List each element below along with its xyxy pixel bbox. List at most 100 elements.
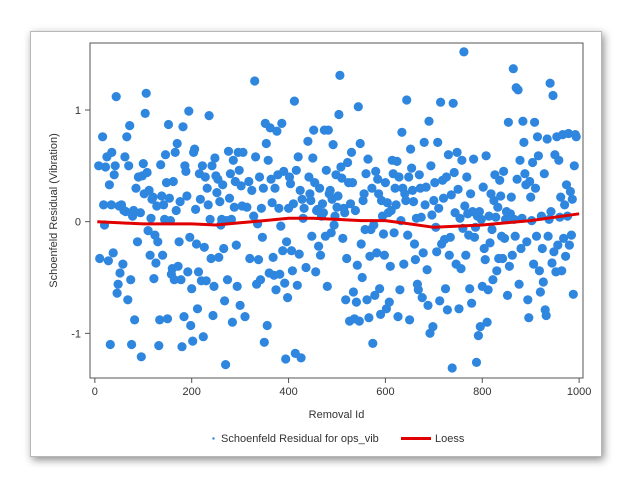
data-point: [131, 183, 141, 193]
data-point: [565, 186, 576, 197]
data-point: [308, 153, 318, 163]
data-point: [155, 315, 165, 325]
data-point: [503, 117, 513, 127]
data-point: [407, 185, 418, 195]
data-point: [240, 312, 250, 322]
legend: Schoenfeld Residual for ops_vib Loess: [212, 433, 465, 445]
data-point: [224, 193, 235, 203]
data-point: [419, 137, 429, 147]
data-point: [136, 352, 146, 362]
data-point: [554, 155, 564, 165]
data-point: [292, 280, 302, 290]
data-point: [143, 226, 153, 236]
data-point: [496, 191, 506, 201]
data-point: [325, 185, 335, 195]
data-point: [479, 243, 489, 254]
data-point: [405, 315, 415, 325]
data-point: [510, 231, 520, 241]
data-point: [301, 262, 311, 273]
data-point: [413, 285, 423, 295]
data-point: [306, 195, 316, 206]
data-point: [475, 322, 485, 332]
legend-label-residual: Schoenfeld Residual for ops_vib: [221, 433, 379, 445]
data-point: [421, 182, 431, 192]
data-point: [507, 250, 517, 260]
data-point: [206, 253, 216, 264]
data-point: [519, 137, 529, 147]
data-point: [249, 211, 259, 221]
data-point: [389, 228, 399, 238]
data-point: [321, 165, 331, 175]
data-point: [251, 152, 261, 162]
data-point: [404, 172, 414, 182]
data-point: [430, 178, 440, 188]
data-point: [151, 258, 161, 268]
data-point: [285, 179, 296, 189]
data-point: [566, 230, 577, 240]
chart-frame: 0 200 400 600 800 1000 -1 0 1 Removal Id Schoen…: [30, 31, 602, 457]
data-point: [183, 267, 193, 277]
data-point: [138, 159, 148, 169]
x-tick-label: 400: [279, 386, 297, 398]
data-point: [219, 243, 229, 254]
y-tick-label: 0: [75, 217, 81, 229]
data-point: [541, 310, 551, 321]
data-point: [502, 290, 513, 300]
data-point: [474, 207, 484, 217]
data-point: [530, 117, 540, 127]
data-point: [385, 261, 395, 271]
x-tick-label: 0: [92, 386, 98, 398]
data-point: [209, 281, 219, 291]
data-point: [449, 167, 459, 178]
data-point: [221, 360, 231, 370]
scatter-chart: 0 200 400 600 800 1000 -1 0 1 Removal Id Schoen…: [48, 42, 591, 445]
data-point: [318, 208, 328, 218]
data-point: [283, 293, 293, 303]
data-point: [529, 259, 539, 269]
data-point: [120, 152, 130, 162]
data-point: [371, 166, 381, 176]
data-point: [135, 208, 145, 218]
data-point: [108, 248, 118, 258]
data-point: [363, 154, 373, 164]
data-point: [268, 252, 278, 262]
data-point: [112, 288, 122, 298]
data-point: [489, 195, 499, 206]
data-point: [368, 338, 378, 348]
data-point: [323, 125, 333, 135]
data-point: [235, 300, 245, 310]
data-point: [457, 155, 467, 165]
data-point: [538, 277, 548, 287]
data-point: [435, 296, 445, 306]
data-point: [289, 96, 299, 106]
data-point: [226, 214, 236, 224]
data-point: [228, 155, 238, 165]
data-point: [359, 189, 369, 199]
data-point: [193, 267, 204, 277]
data-point: [333, 191, 343, 201]
data-point: [338, 233, 348, 243]
data-point: [354, 316, 364, 326]
data-point: [270, 183, 280, 193]
data-point: [531, 231, 542, 241]
data-point: [365, 251, 375, 261]
data-point: [547, 258, 557, 268]
data-point: [295, 185, 305, 195]
data-point: [571, 132, 581, 142]
data-point: [98, 132, 108, 142]
data-point: [127, 339, 137, 350]
data-point: [416, 212, 426, 222]
data-point: [223, 146, 234, 156]
data-point: [567, 194, 577, 204]
data-point: [530, 183, 541, 193]
data-point: [275, 269, 285, 279]
data-point: [173, 261, 183, 271]
data-point: [181, 166, 191, 176]
data-point: [391, 200, 401, 210]
data-point: [118, 259, 128, 269]
y-tick-label: 1: [75, 105, 81, 117]
data-point: [123, 295, 133, 305]
data-point: [426, 161, 436, 171]
data-point: [261, 138, 271, 149]
data-point: [142, 167, 152, 178]
